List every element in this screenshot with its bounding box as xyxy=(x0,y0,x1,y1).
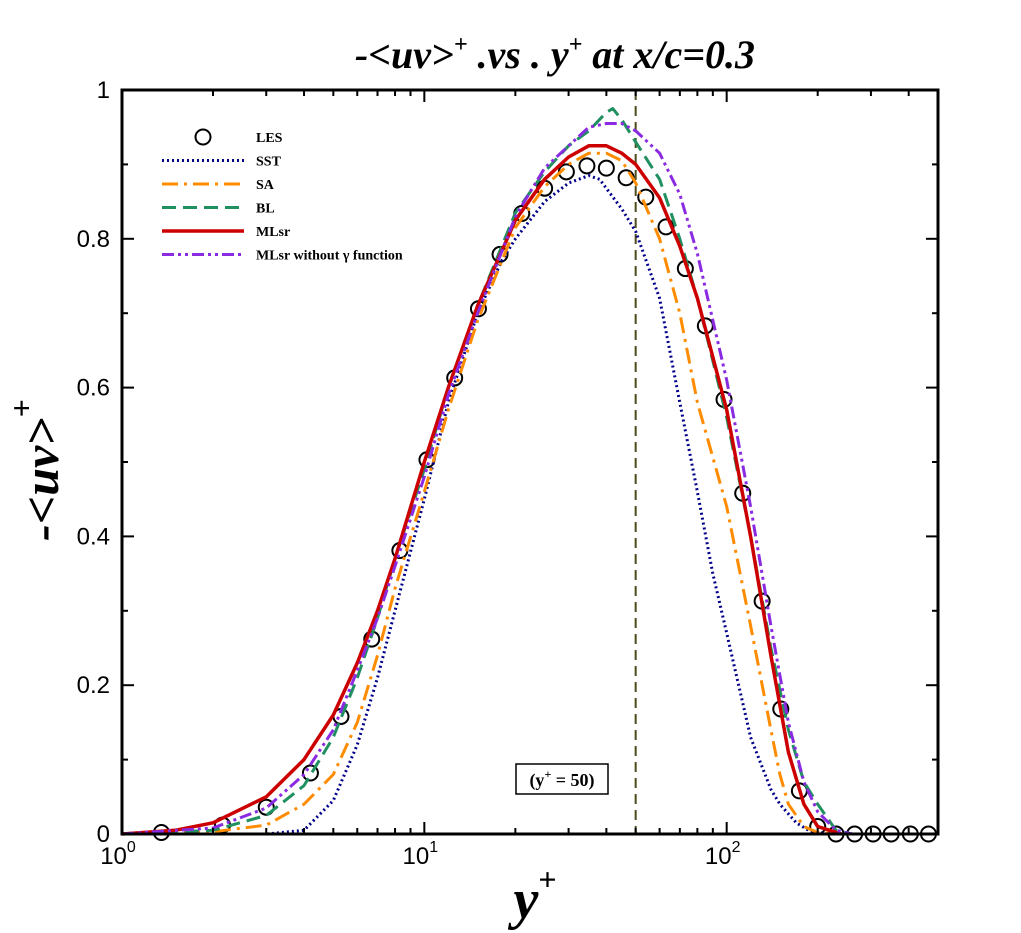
reference-label-box xyxy=(515,763,609,795)
series-line-bl xyxy=(121,107,853,836)
title-lhs-sup: + xyxy=(454,32,468,58)
legend-label-mlsr-without-function: MLsr without γ function xyxy=(256,249,403,264)
legend-label-les: LES xyxy=(256,131,283,146)
title-mid-sup: + xyxy=(569,32,583,58)
legend-marker-les xyxy=(194,128,212,146)
x-axis-label: y+ xyxy=(507,861,556,931)
y-tick-label: 1 xyxy=(97,77,110,104)
legend-label-bl: BL xyxy=(256,202,275,217)
y-tick-label: 0.2 xyxy=(77,672,110,699)
y-tick-label: 0.4 xyxy=(77,523,110,550)
title-rhs: at x/c=0.3 xyxy=(582,32,755,77)
series-line-mlsr xyxy=(121,144,843,836)
legend: LES SST SA BL MLsr MLsr without γ function xyxy=(162,128,403,264)
series-line-mlsr-without-function xyxy=(121,122,853,836)
legend-label-sa: SA xyxy=(256,178,275,193)
les-marker xyxy=(301,764,319,782)
reference-line-group: (y+ = 50) xyxy=(515,90,637,834)
title-lhs: -<uv> xyxy=(355,32,454,77)
chart-title: -<uv>+ .vs . y+ at x/c=0.3 xyxy=(355,32,755,77)
series-line-sst xyxy=(122,174,831,836)
y-axis-label-group: -<uv>+ xyxy=(3,399,69,541)
x-tick-label: 100 xyxy=(100,839,136,870)
x-axis-label-base: y xyxy=(507,869,539,931)
x-axis-label-sup: + xyxy=(538,861,556,897)
les-marker xyxy=(257,798,275,816)
les-marker xyxy=(578,157,596,175)
series-line-sa xyxy=(121,151,842,836)
y-axis-label: -<uv>+ xyxy=(3,399,69,541)
les-marker xyxy=(597,159,615,177)
legend-label-mlsr: MLsr xyxy=(256,225,290,240)
y-axis-ticks: 0 0.2 0.4 0.6 0.8 1 xyxy=(77,77,938,848)
legend-label-sst: SST xyxy=(256,155,282,170)
reference-label: (y+ = 50) xyxy=(529,767,594,791)
y-tick-label: 0 xyxy=(97,821,110,848)
title-mid: .vs . y xyxy=(468,32,569,77)
x-tick-label: 101 xyxy=(403,839,439,870)
y-axis-label-sup: + xyxy=(3,399,39,417)
y-tick-label: 0.6 xyxy=(77,375,110,402)
x-tick-label: 102 xyxy=(705,839,741,870)
series-group xyxy=(121,107,937,843)
x-axis-ticks: 100 101 102 xyxy=(100,90,939,870)
y-axis-label-base: -<uv> xyxy=(13,417,69,541)
y-tick-label: 0.8 xyxy=(77,226,110,253)
